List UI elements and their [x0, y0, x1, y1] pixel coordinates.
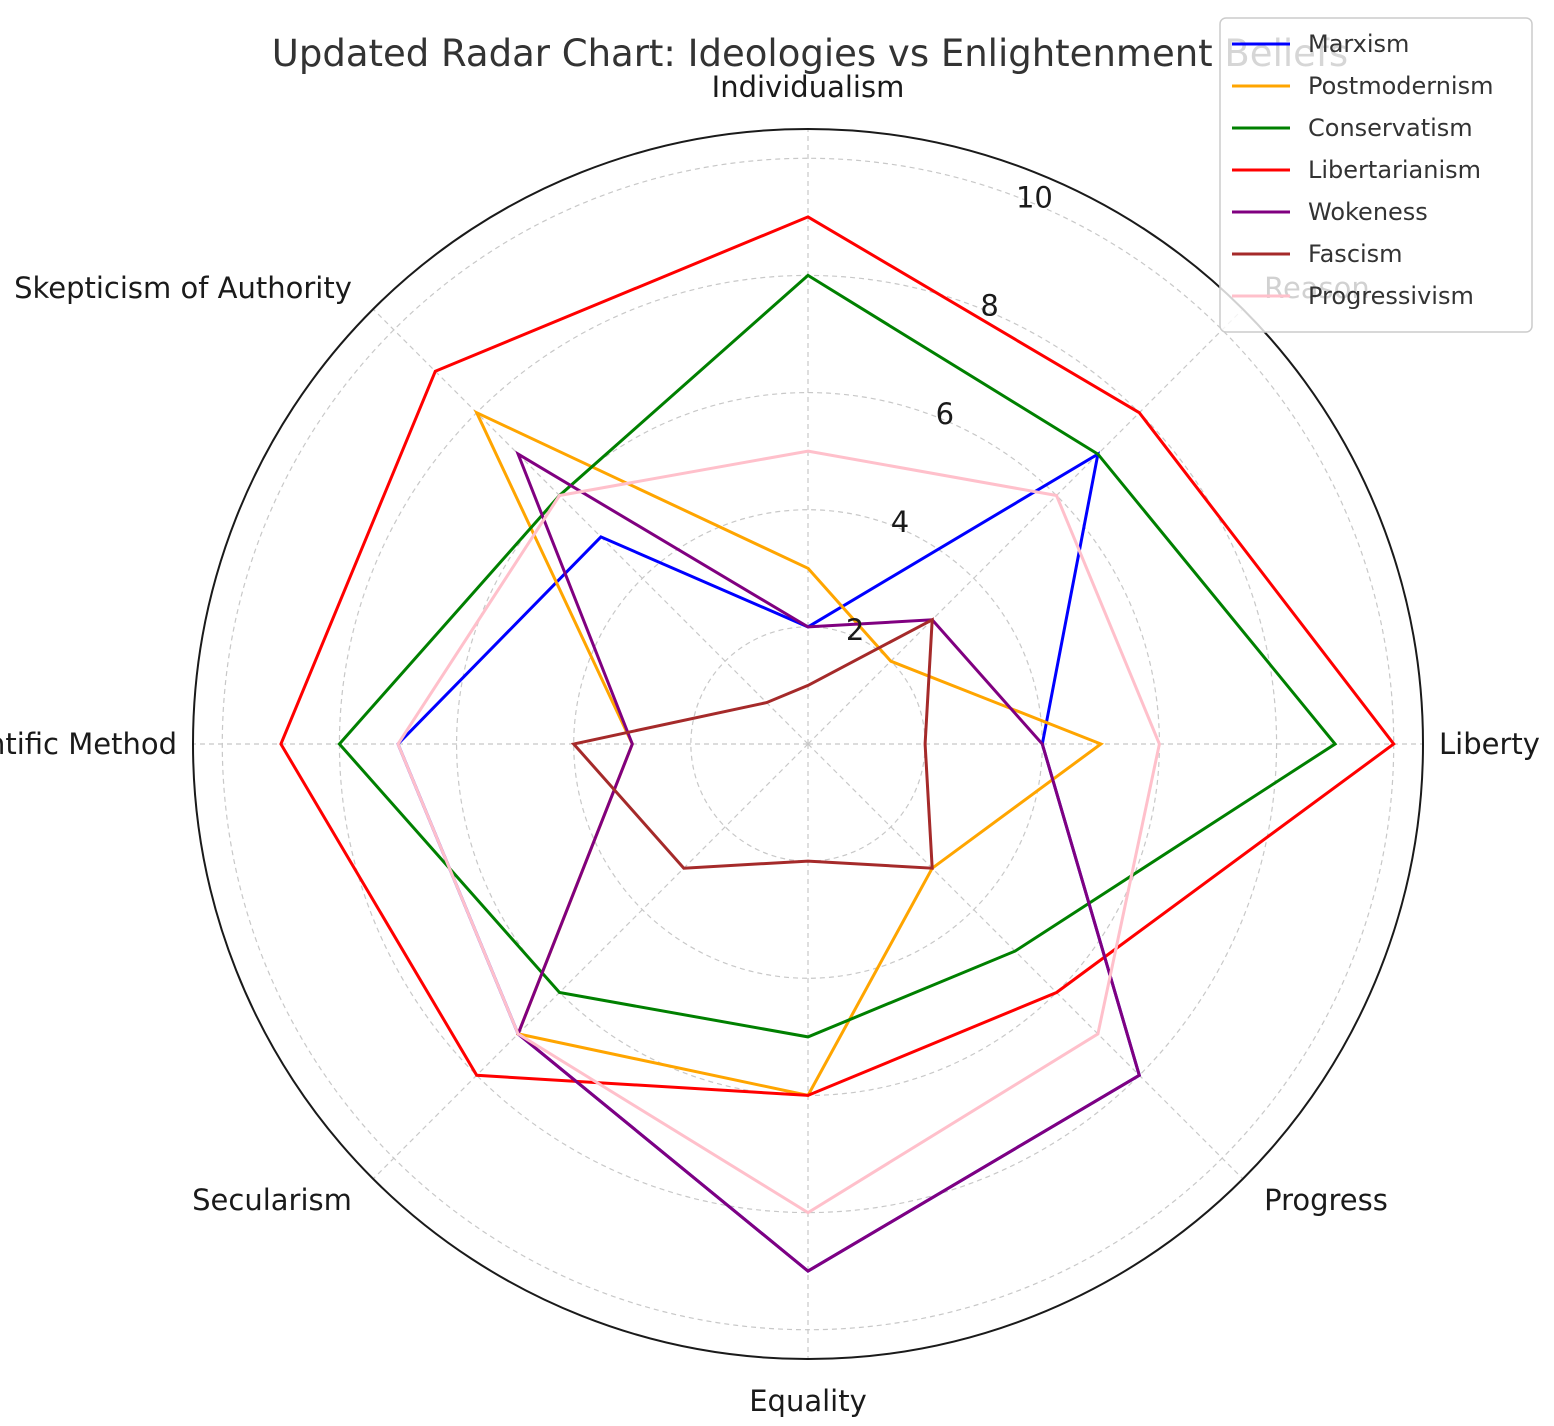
r-tick-label: 6 [936, 397, 954, 431]
legend: Marxism Postmodernism Conservatism Libertar… [1219, 17, 1533, 333]
category-label: Secularism [192, 1183, 352, 1217]
category-label: Equality [749, 1384, 867, 1418]
legend-entry-label: Marxism [1308, 30, 1409, 58]
series-line-progressivism [396, 449, 1161, 1215]
legend-entry-label: Wokeness [1308, 198, 1428, 226]
chart-title: Updated Radar Chart: Ideologies vs Enlig… [272, 32, 1348, 75]
series-line-libertarianism [279, 215, 1396, 1097]
series-line-fascism [570, 617, 934, 870]
legend-entry-label: Conservatism [1308, 114, 1473, 142]
category-label: Liberty [1439, 727, 1540, 761]
category-label: Skepticism of Authority [14, 271, 352, 305]
r-tick-label: 2 [846, 613, 864, 647]
grid-spoke-7 [372, 308, 809, 745]
legend-frame [1219, 17, 1533, 333]
legend-entry-label: Fascism [1308, 240, 1403, 268]
category-label: Individualism [712, 70, 905, 104]
r-tick-label: 4 [891, 505, 909, 539]
r-tick-label: 8 [980, 289, 998, 323]
legend-entry-label: Postmodernism [1308, 72, 1493, 100]
category-label: Progress [1264, 1183, 1388, 1217]
grid-spoke-5 [372, 743, 809, 1180]
legend-entry-label: Progressivism [1308, 282, 1474, 310]
series-line-wokeness [515, 450, 1142, 1273]
category-label: Scientific Method [0, 727, 177, 761]
grid-spoke-1 [807, 308, 1244, 745]
grid-spoke-3 [807, 743, 1244, 1180]
series-layer [279, 215, 1396, 1273]
outer-frame [192, 128, 1424, 1360]
r-tick-label: 10 [1016, 180, 1053, 214]
legend-entry-label: Libertarianism [1308, 156, 1481, 184]
series-line-conservatism [337, 273, 1338, 1039]
radial-tick-labels: 2 4 6 8 10 [846, 180, 1053, 647]
